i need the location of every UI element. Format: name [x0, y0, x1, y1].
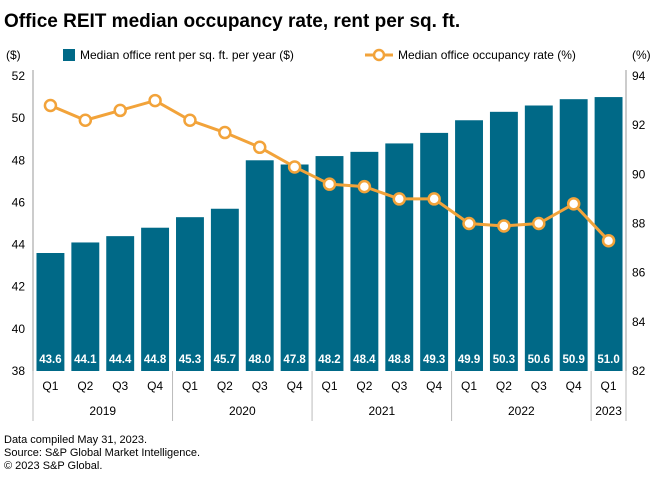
- quarter-label: Q3: [252, 379, 268, 393]
- occupancy-marker: [252, 140, 267, 155]
- occupancy-marker: [218, 125, 232, 140]
- occupancy-marker: [566, 197, 581, 211]
- right-tick-label: 88: [632, 217, 646, 231]
- legend-label-rent: Median office rent per sq. ft. per year …: [80, 48, 294, 62]
- rent-bar-label: 44.1: [74, 354, 97, 366]
- rent-bar-label: 45.7: [214, 354, 236, 366]
- occupancy-marker: [427, 192, 441, 206]
- quarter-label: Q3: [112, 379, 128, 393]
- right-tick-label: 90: [632, 167, 646, 181]
- year-label: 2021: [368, 404, 395, 418]
- right-tick-label: 84: [632, 315, 646, 329]
- rent-bar: [71, 242, 100, 371]
- right-tick-label: 86: [632, 266, 646, 280]
- rent-bar: [176, 217, 204, 371]
- rent-bar: [210, 208, 239, 371]
- legend-swatch-rent: [63, 49, 75, 61]
- year-label: 2023: [595, 404, 622, 418]
- left-tick-label: 46: [12, 195, 26, 209]
- left-tick-label: 40: [12, 322, 26, 336]
- occupancy-marker: [148, 93, 162, 108]
- rent-bar-label: 50.3: [493, 354, 515, 366]
- quarter-label: Q1: [601, 379, 617, 393]
- rent-bar-label: 45.3: [179, 354, 201, 366]
- occupancy-marker: [183, 113, 197, 127]
- rent-bar-label: 48.0: [249, 354, 271, 366]
- chart-title: Office REIT median occupancy rate, rent …: [4, 11, 460, 32]
- rent-bar-label: 49.3: [423, 354, 445, 366]
- quarter-label: Q1: [42, 379, 58, 393]
- quarter-label: Q1: [321, 379, 337, 393]
- left-tick-label: 42: [12, 280, 26, 294]
- rent-bar-label: 48.8: [388, 354, 411, 366]
- occupancy-marker: [357, 179, 372, 194]
- quarter-label: Q4: [566, 379, 582, 393]
- year-label: 2022: [508, 404, 535, 418]
- legend: Median office rent per sq. ft. per year …: [63, 48, 576, 62]
- rent-bar-label: 50.9: [562, 354, 584, 366]
- quarter-label: Q1: [461, 379, 477, 393]
- legend-swatch-occupancy-marker: [372, 48, 386, 62]
- rent-bar-label: 47.8: [283, 354, 306, 366]
- legend-label-occupancy: Median office occupancy rate (%): [398, 48, 576, 62]
- occupancy-marker: [392, 192, 407, 206]
- right-axis-label: (%): [632, 48, 651, 62]
- rent-bar: [489, 111, 518, 372]
- rent-bar: [385, 143, 414, 371]
- rent-bar-label: 43.6: [39, 354, 61, 366]
- occupancy-marker: [78, 113, 93, 127]
- occupancy-marker: [601, 233, 616, 248]
- left-axis-label: ($): [6, 48, 21, 62]
- footer-line-3: © 2023 S&P Global.: [4, 460, 102, 472]
- year-label: 2020: [229, 404, 256, 418]
- footer-line-2: Source: S&P Global Market Intelligence.: [4, 447, 200, 459]
- occupancy-marker: [497, 219, 511, 233]
- occupancy-marker: [113, 103, 127, 118]
- quarter-label: Q2: [356, 379, 372, 393]
- footer-line-1: Data compiled May 31, 2023.: [4, 434, 147, 446]
- rent-bar: [245, 160, 274, 371]
- rent-bar: [455, 120, 483, 371]
- left-tick-label: 38: [12, 364, 26, 378]
- rent-bar-label: 49.9: [458, 354, 480, 366]
- left-tick-label: 44: [12, 238, 26, 252]
- quarter-label: Q3: [531, 379, 547, 393]
- quarter-label: Q2: [77, 379, 93, 393]
- occupancy-marker: [532, 216, 546, 231]
- rent-bar-label: 51.0: [597, 354, 619, 366]
- rent-bar: [106, 236, 135, 371]
- rent-bar-label: 50.6: [528, 354, 550, 366]
- quarter-label: Q2: [496, 379, 512, 393]
- occupancy-marker: [462, 216, 476, 231]
- quarter-label: Q4: [287, 379, 303, 393]
- rent-bar-label: 48.4: [353, 354, 376, 366]
- quarter-label: Q2: [217, 379, 233, 393]
- left-tick-label: 50: [12, 111, 26, 125]
- rent-bar-label: 48.2: [318, 354, 340, 366]
- quarter-label: Q4: [147, 379, 163, 393]
- rent-bar: [36, 253, 65, 371]
- year-label: 2019: [89, 404, 116, 418]
- occupancy-marker: [322, 177, 337, 191]
- rent-bar: [420, 132, 449, 371]
- rent-bar: [315, 156, 344, 371]
- quarter-label: Q1: [182, 379, 198, 393]
- rent-bar: [559, 99, 588, 371]
- right-tick-label: 94: [632, 69, 646, 83]
- left-tick-label: 52: [12, 69, 26, 83]
- left-tick-label: 48: [12, 153, 26, 167]
- rent-bar: [280, 164, 309, 371]
- right-tick-label: 82: [632, 364, 646, 378]
- rent-bar: [524, 105, 553, 371]
- rent-bar: [141, 227, 170, 371]
- occupancy-marker: [43, 98, 58, 113]
- quarter-label: Q4: [426, 379, 442, 393]
- rent-bar-label: 44.8: [144, 354, 167, 366]
- quarter-label: Q3: [391, 379, 407, 393]
- right-tick-label: 92: [632, 118, 646, 132]
- occupancy-marker: [287, 160, 302, 174]
- rent-bar-label: 44.4: [109, 354, 132, 366]
